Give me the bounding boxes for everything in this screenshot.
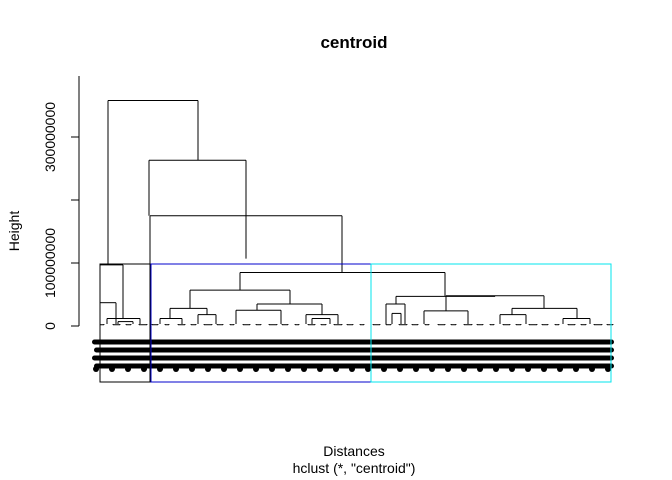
y-axis: 0 100000000 300000000 bbox=[42, 76, 80, 330]
leaf-marker bbox=[93, 366, 99, 372]
cluster-box-1 bbox=[99, 263, 151, 383]
leaf-marker bbox=[445, 366, 451, 372]
leaf-marker bbox=[269, 366, 275, 372]
leaf-label-row bbox=[92, 355, 614, 361]
leaf-marker bbox=[461, 366, 467, 372]
leaf-marker bbox=[397, 366, 403, 372]
leaf-marker bbox=[301, 366, 307, 372]
leaf-marker bbox=[557, 366, 563, 372]
leaf-marker bbox=[573, 366, 579, 372]
leaf-marker bbox=[157, 366, 163, 372]
y-tick-label: 300000000 bbox=[42, 102, 58, 172]
leaf-marker bbox=[253, 366, 259, 372]
leaf-marker bbox=[317, 366, 323, 372]
leaf-marker bbox=[493, 366, 499, 372]
cluster-box-3 bbox=[370, 263, 612, 383]
leaf-marker bbox=[477, 366, 483, 372]
leaf-label-row bbox=[92, 339, 614, 345]
leaf-marker bbox=[221, 366, 227, 372]
leaf-marker bbox=[589, 366, 595, 372]
leaf-marker bbox=[333, 366, 339, 372]
leaf-marker bbox=[189, 366, 195, 372]
x-axis-label: Distances bbox=[323, 443, 384, 459]
cluster-boxes bbox=[99, 263, 612, 383]
leaf-marker bbox=[141, 366, 147, 372]
leaf-marker bbox=[173, 366, 179, 372]
y-tick-label: 0 bbox=[42, 322, 58, 330]
leaf-marker bbox=[205, 366, 211, 372]
leaf-label-row bbox=[94, 347, 614, 353]
leaf-marker bbox=[125, 366, 131, 372]
leaf-marker bbox=[285, 366, 291, 372]
leaf-marker bbox=[429, 366, 435, 372]
leaf-marker bbox=[605, 366, 611, 372]
leaf-marker bbox=[525, 366, 531, 372]
dendrogram-tree bbox=[99, 99, 614, 326]
leaf-marker bbox=[109, 366, 115, 372]
leaf-marker bbox=[349, 366, 355, 372]
leaf-marker bbox=[541, 366, 547, 372]
leaf-marker bbox=[365, 366, 371, 372]
chart-title: centroid bbox=[320, 33, 387, 52]
y-axis-label: Height bbox=[6, 211, 22, 252]
leaf-marker bbox=[413, 366, 419, 372]
leaf-marker bbox=[237, 366, 243, 372]
leaf-marker bbox=[509, 366, 515, 372]
leaf-marker bbox=[381, 366, 387, 372]
y-tick-label: 100000000 bbox=[42, 228, 58, 298]
y-ticks: 0 100000000 300000000 bbox=[42, 102, 79, 330]
leaf-labels bbox=[92, 339, 614, 372]
x-axis-sub-label: hclust (*, "centroid") bbox=[293, 460, 416, 476]
